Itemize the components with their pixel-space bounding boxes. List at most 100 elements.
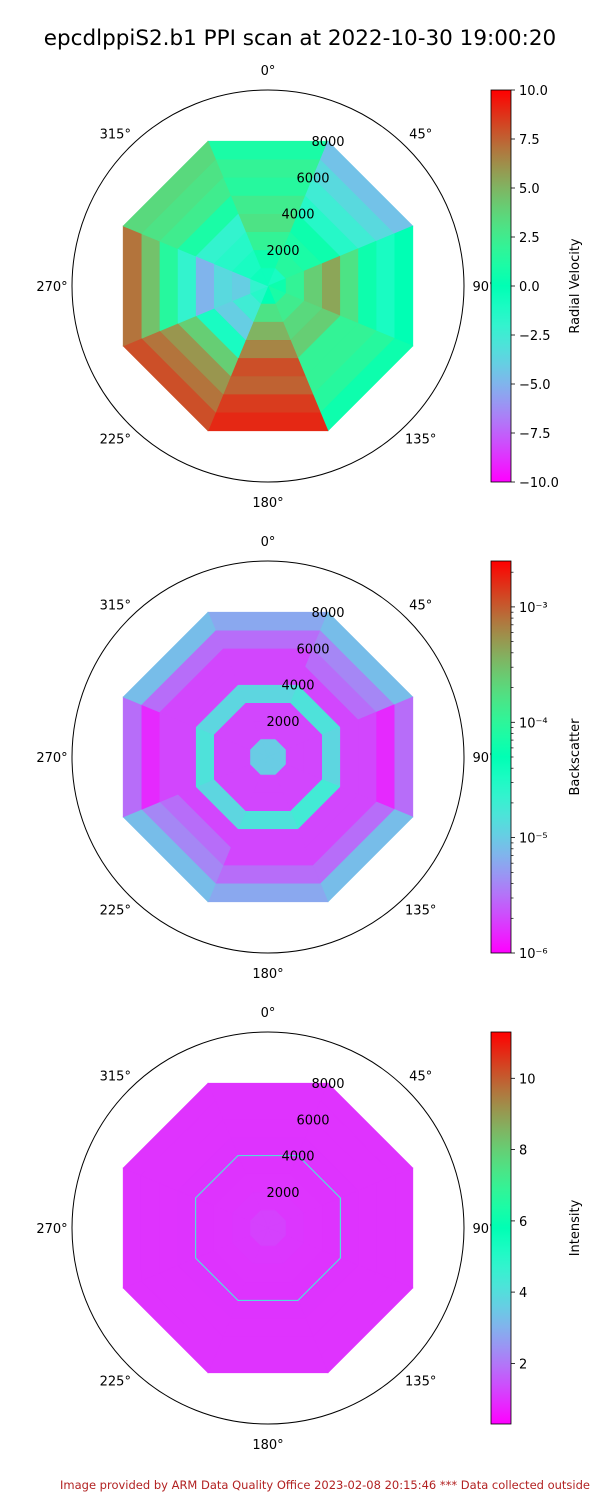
angle-label: 135° <box>405 904 436 919</box>
data-cell-r2-s6 <box>213 1205 233 1251</box>
angle-label: 225° <box>100 1375 131 1390</box>
angle-label: 270° <box>36 280 67 295</box>
data-cell-r5-s6 <box>159 240 178 332</box>
data-cell-r5-s4 <box>222 376 314 395</box>
angle-label: 0° <box>261 64 276 79</box>
data-cell-r4-s4 <box>230 358 306 377</box>
angle-label: 135° <box>405 1375 436 1390</box>
radial-tick-label: 4000 <box>281 1150 314 1165</box>
angle-label: 180° <box>252 496 283 511</box>
polar-chart-2: 0° 45° 90° 135° 180° 225° 270° 315° 2000 4000 6000… <box>36 535 583 982</box>
angle-label: 135° <box>405 433 436 448</box>
data-cell-r7-s2 <box>394 696 414 818</box>
data-cell-r4-s2 <box>340 1190 359 1266</box>
data-cell-r5-s2 <box>358 240 377 332</box>
radial-tick-label: 4000 <box>281 679 314 694</box>
radial-tick-label: 6000 <box>296 642 329 657</box>
angle-label: 90° <box>472 280 495 295</box>
data-cell-r3-s2 <box>322 726 341 788</box>
radial-tick-label: 2000 <box>266 715 299 730</box>
data-cell-r5-s4 <box>222 847 314 866</box>
radial-tick-label: 6000 <box>296 1113 329 1128</box>
radial-tick-label: 6000 <box>296 171 329 186</box>
angle-label: 315° <box>100 127 131 142</box>
angle-label: 315° <box>100 598 131 613</box>
angle-label: 0° <box>261 535 276 550</box>
colorbar-tick-label: 4 <box>519 1286 527 1301</box>
data-cell-r3-s6 <box>195 726 214 788</box>
data-cell-r4-s4 <box>230 1300 306 1319</box>
angle-label: 0° <box>261 1006 276 1021</box>
radial-tick-label: 8000 <box>311 135 344 150</box>
colorbar-tick-label: 2.5 <box>519 231 540 246</box>
colorbar-tick-label: 10⁻³ <box>519 601 548 616</box>
radial-tick-label: 8000 <box>311 1077 344 1092</box>
footer-credit: Image provided by ARM Data Quality Offic… <box>60 1478 590 1492</box>
data-cell-r7-s0 <box>207 140 329 160</box>
data-cell-r7-s6 <box>122 1167 142 1289</box>
colorbar <box>490 89 512 483</box>
data-cell-r4-s6 <box>177 1190 196 1266</box>
data-cell-r3-s2 <box>322 255 341 317</box>
data-cell-r3-s4 <box>237 811 299 830</box>
colorbar-tick-label: 5.0 <box>519 182 540 197</box>
data-cell-r7-s4 <box>207 883 329 903</box>
radial-tick-label: 4000 <box>281 208 314 223</box>
data-cell-r2-s4 <box>245 321 291 341</box>
data-cell-r2-s2 <box>303 263 323 309</box>
colorbar-tick-label: −5.0 <box>519 378 551 393</box>
data-cell-r7-s7 <box>122 1082 216 1176</box>
radial-tick-label: 2000 <box>266 1186 299 1201</box>
colorbar-tick-label: 10.0 <box>519 84 548 99</box>
data-cell-r6-s2 <box>376 1175 396 1281</box>
data-cell-r4-s2 <box>340 248 359 324</box>
data-cell-r7-s7 <box>122 611 216 705</box>
colorbar-label: Backscatter <box>568 718 583 796</box>
data-cell-r6-s2 <box>376 233 396 339</box>
angle-label: 225° <box>100 904 131 919</box>
colorbar-label: Intensity <box>568 1199 583 1256</box>
data-cell-r3-s6 <box>195 1197 214 1259</box>
data-cell-r7-s4 <box>207 412 329 432</box>
angle-label: 270° <box>36 751 67 766</box>
data-cell-r2-s4 <box>245 792 291 812</box>
polar-frame <box>71 560 465 954</box>
data-cell-r5-s4 <box>222 1318 314 1337</box>
angle-label: 180° <box>252 967 283 982</box>
angle-label: 180° <box>252 1438 283 1453</box>
angle-label: 45° <box>409 598 432 613</box>
data-cell-r5-s2 <box>358 711 377 803</box>
radial-tick-label: 8000 <box>311 606 344 621</box>
polar-chart-1: 0° 45° 90° 135° 180° 225° 270° 315° 2000 4000 6000… <box>36 64 583 511</box>
angle-label: 45° <box>409 127 432 142</box>
data-cell-r2-s6 <box>213 263 233 309</box>
colorbar-tick-label: 10 <box>519 1072 536 1087</box>
colorbar-label: Radial Velocity <box>568 238 583 334</box>
data-cell-r7-s0 <box>207 611 329 631</box>
data-cells <box>122 1082 414 1374</box>
data-cell-r6-s4 <box>215 1336 321 1356</box>
angle-label: 270° <box>36 1222 67 1237</box>
colorbar-tick-label: 2 <box>519 1357 527 1372</box>
angle-label: 315° <box>100 1069 131 1084</box>
data-cell-r2-s2 <box>303 1205 323 1251</box>
data-cell-r7-s7 <box>122 140 216 234</box>
data-cell-r6-s6 <box>140 704 160 810</box>
data-cell-r2-s6 <box>213 734 233 780</box>
data-cell-r7-s2 <box>394 225 414 347</box>
colorbar-tick-label: 8 <box>519 1144 527 1159</box>
colorbar <box>490 1031 512 1425</box>
data-cells <box>122 611 414 903</box>
data-cell-r4-s6 <box>177 248 196 324</box>
colorbar-tick-label: 7.5 <box>519 133 540 148</box>
angle-label: 90° <box>472 1222 495 1237</box>
colorbar-tick-label: −10.0 <box>519 476 559 491</box>
colorbar-tick-label: 10⁻⁵ <box>519 832 548 847</box>
data-cell-r5-s6 <box>159 711 178 803</box>
data-cell-r7-s6 <box>122 696 142 818</box>
data-cell-r3-s4 <box>237 340 299 359</box>
data-cell-r2-s4 <box>245 1263 291 1283</box>
data-cell-r5-s6 <box>159 1182 178 1274</box>
data-cell-r7-s6 <box>122 225 142 347</box>
data-cell-r3-s6 <box>195 255 214 317</box>
